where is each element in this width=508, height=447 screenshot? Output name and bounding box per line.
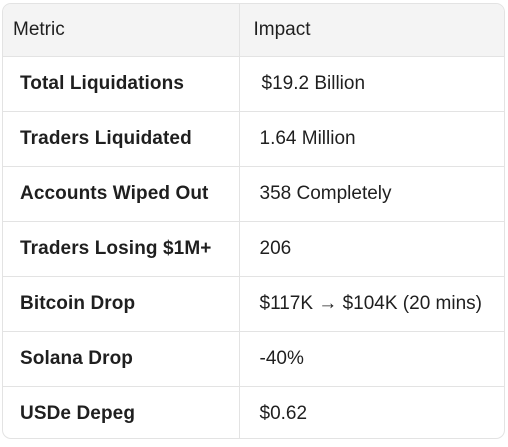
impact-cell: $19.2 Billion [239, 56, 504, 112]
metric-cell: Traders Losing $1M+ [3, 221, 240, 277]
table-row: Solana Drop -40% [3, 331, 504, 387]
header-row: Metric Impact [3, 4, 504, 57]
metric-cell: USDe Depeg [3, 386, 240, 438]
metric-cell: Solana Drop [3, 331, 240, 387]
table-body: Total Liquidations $19.2 Billion Traders… [3, 56, 504, 438]
impact-cell: 1.64 Million [239, 111, 504, 167]
column-header-metric: Metric [3, 4, 240, 57]
metric-cell: Bitcoin Drop [3, 276, 240, 332]
table-row: Accounts Wiped Out 358 Completely [3, 166, 504, 222]
table-row: Traders Liquidated 1.64 Million [3, 111, 504, 167]
column-header-impact: Impact [239, 4, 504, 57]
impact-cell: $117K → $104K (20 mins) [239, 276, 504, 332]
table-row: Traders Losing $1M+ 206 [3, 221, 504, 277]
metric-cell: Accounts Wiped Out [3, 166, 240, 222]
impact-cell: 358 Completely [239, 166, 504, 222]
impact-cell: $0.62 [259, 402, 308, 424]
impact-cell: 206 [239, 221, 504, 277]
table-row: USDe Depeg $0.62 [3, 386, 504, 438]
impact-table: Metric Impact Total Liquidations $19.2 B… [3, 4, 504, 438]
table-row: Total Liquidations $19.2 Billion [3, 56, 504, 112]
table-header: Metric Impact [3, 4, 504, 57]
table-row: Bitcoin Drop $117K → $104K (20 mins) [3, 276, 504, 332]
impact-cell: -40% [239, 331, 504, 387]
metric-cell: Total Liquidations [3, 56, 240, 112]
data-table: Metric Impact Total Liquidations $19.2 B… [2, 3, 505, 439]
metric-cell: Traders Liquidated [3, 111, 240, 167]
